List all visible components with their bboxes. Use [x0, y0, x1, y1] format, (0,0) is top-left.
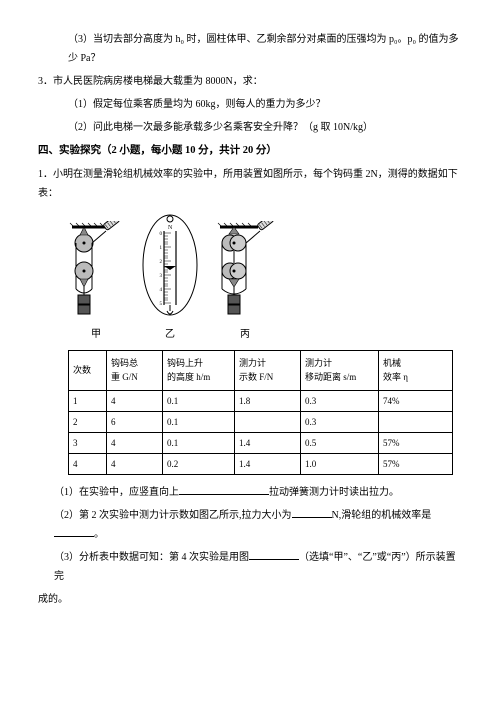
s4-q1-1: （1）在实验中，应竖直向上拉动弹簧测力计时读出拉力。 [38, 483, 462, 502]
q3-sub2: （2）问此电梯一次最多能承载多少名乘客安全升降？（g 取 10N/kg） [38, 118, 462, 137]
table-row: 340.1 1.40.557% [69, 432, 453, 453]
diagram-bing: 丙 [216, 221, 274, 340]
diagram-jia: 甲 [68, 221, 124, 340]
diagram-row: 甲 N 01 23 45 [68, 211, 462, 340]
svg-text:N: N [168, 225, 173, 231]
label-yi: 乙 [165, 325, 175, 340]
table-row: 440.2 1.41.057% [69, 453, 453, 474]
q3-sub1: （1）假定每位乘客质量均为 60kg，则每人的重力为多少？ [38, 95, 462, 114]
s4-q1-2: （2）第 2 次实验中测力计示数如图乙所示,拉力大小为N,滑轮组的机械效率是。 [38, 506, 462, 544]
s4-q1-3b: 成的。 [38, 590, 462, 609]
table-header: 次数 钩码总重 G/N 钩码上升的高度 h/m 测力计示数 F/N 测力计移动距… [69, 350, 453, 390]
q3-stem: 3．市人民医院病房楼电梯最大载重为 8000N，求： [38, 72, 462, 91]
s4-q1-stem: 1．小明在测量滑轮组机械效率的实验中，所用装置如图所示，每个钩码重 2N，测得的… [38, 165, 462, 203]
label-bing: 丙 [240, 325, 250, 340]
section-4-title: 四、实验探究（2 小题，每小题 10 分，共计 20 分） [38, 141, 462, 161]
diagram-yi: N 01 23 45 [138, 211, 202, 340]
label-jia: 甲 [91, 325, 101, 340]
data-table: 次数 钩码总重 G/N 钩码上升的高度 h/m 测力计示数 F/N 测力计移动距… [68, 350, 453, 475]
s4-q1-3: （3）分析表中数据可知：第 4 次实验是用图（选填“甲”、“乙”或“丙”）所示装… [38, 548, 462, 586]
table-row: 140.1 1.80.374% [69, 390, 453, 411]
table-row: 260.1 0.3 [69, 411, 453, 432]
q3-sub3: （3）当切去部分高度为 h₀ 时，圆柱体甲、乙剩余部分对桌面的压强均为 p₀。p… [38, 30, 462, 68]
